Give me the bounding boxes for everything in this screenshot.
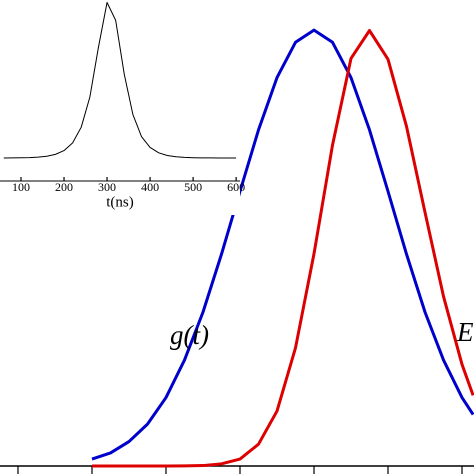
x-axis-label: t(ns)	[106, 194, 134, 210]
curve	[91, 29, 474, 468]
x-tick-label: 100	[12, 180, 30, 194]
inset-background	[0, 0, 240, 215]
curve-label: g(t)	[170, 320, 209, 350]
curve-label: E	[456, 317, 474, 347]
x-tick-label: 500	[184, 180, 202, 194]
x-tick-label: 200	[55, 180, 73, 194]
x-tick-label: 300	[98, 180, 116, 194]
curve	[3, 2, 237, 159]
curve	[91, 28, 474, 461]
x-tick-label: 600	[227, 180, 245, 194]
x-tick-label: 400	[141, 180, 159, 194]
